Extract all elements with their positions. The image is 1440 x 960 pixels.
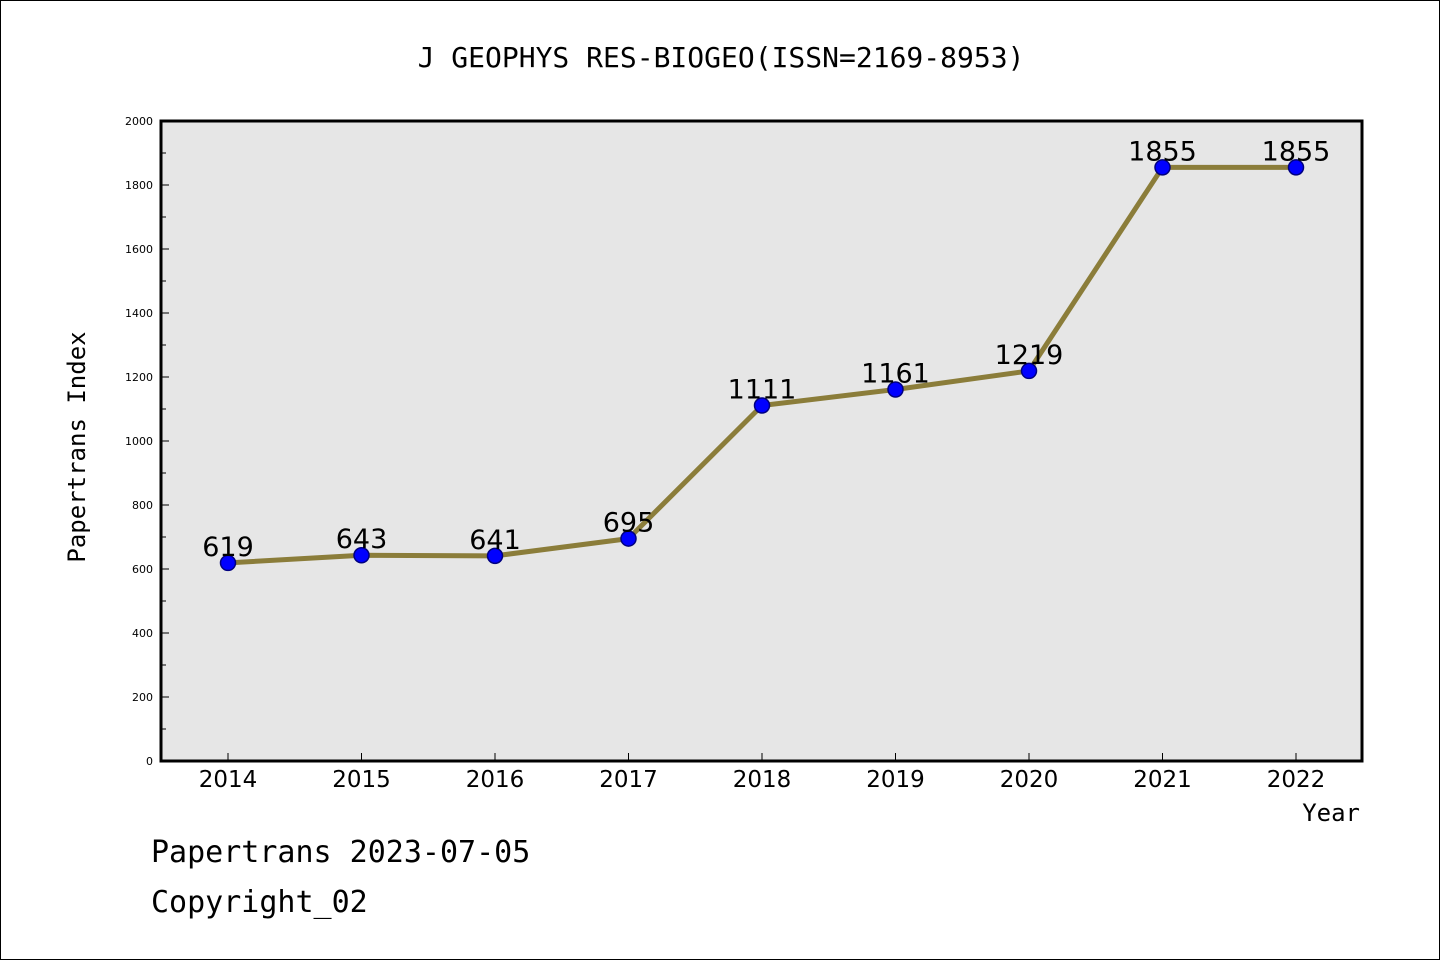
data-label: 643 [336, 524, 388, 555]
x-tick-label: 2017 [599, 767, 658, 793]
y-tick-label: 1600 [125, 243, 153, 256]
data-point [1020, 362, 1038, 380]
data-point [219, 554, 237, 572]
data-label: 1219 [995, 340, 1064, 371]
y-tick-label: 1000 [125, 435, 153, 448]
data-label: 641 [469, 525, 521, 556]
data-point [887, 381, 904, 398]
data-point [753, 397, 771, 414]
y-tick-label: 0 [146, 755, 153, 768]
x-tick-label: 2018 [733, 767, 792, 793]
data-point [353, 546, 370, 564]
y-tick-label: 1400 [125, 307, 153, 320]
x-tick-label: 2015 [332, 767, 391, 793]
plot-area [159, 119, 1364, 763]
data-label: 1111 [728, 374, 797, 405]
data-label: 1161 [861, 358, 930, 389]
y-axis-ticks: 0 200 400 600 800 1000 1200 1400 1600 1800 2000 [125, 115, 169, 768]
x-tick-label: 2014 [199, 767, 258, 793]
y-tick-label: 200 [132, 691, 153, 704]
data-point [620, 530, 637, 547]
series-group: 619 643 641 695 1111 1161 1219 1855 1855 [202, 136, 1331, 572]
x-tick-label: 2016 [466, 767, 525, 793]
x-tick-label: 2021 [1133, 767, 1192, 793]
x-tick-label: 2020 [1000, 767, 1059, 793]
data-point [486, 547, 504, 565]
y-tick-label: 1200 [125, 371, 153, 384]
footer-copyright-text: Copyright_02 [151, 885, 368, 920]
data-label: 1855 [1128, 136, 1197, 167]
x-tick-label: 2019 [866, 767, 925, 793]
y-tick-label: 2000 [125, 115, 153, 128]
data-label: 695 [603, 508, 655, 539]
x-axis-label: Year [1302, 799, 1360, 827]
y-tick-label: 600 [132, 563, 153, 576]
y-tick-label: 1800 [125, 179, 153, 192]
footer-date-text: Papertrans 2023-07-05 [151, 835, 531, 870]
y-tick-label: 400 [132, 627, 153, 640]
data-point [1154, 159, 1171, 176]
chart-title: J GEOPHYS RES-BIOGEO(ISSN=2169-8953) [418, 41, 1025, 74]
y-tick-label: 800 [132, 499, 153, 512]
y-axis-label: Papertrans Index [63, 331, 91, 562]
data-label: 1855 [1262, 136, 1331, 167]
data-label: 619 [202, 532, 254, 563]
x-tick-label: 2022 [1267, 767, 1326, 793]
data-point [1287, 159, 1305, 176]
x-axis-ticks: 2014 2015 2016 2017 2018 2019 2020 2021 2022 [199, 753, 1326, 793]
